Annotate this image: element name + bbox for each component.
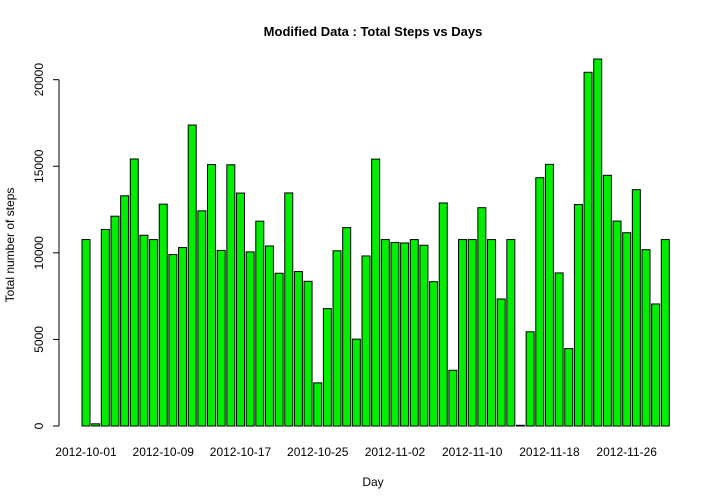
bar bbox=[207, 164, 217, 427]
bar bbox=[554, 272, 564, 427]
bar bbox=[641, 249, 651, 427]
bar bbox=[313, 382, 323, 427]
bar bbox=[371, 158, 381, 427]
x-tick-label: 2012-11-10 bbox=[442, 445, 503, 459]
bar bbox=[564, 348, 574, 427]
bar bbox=[400, 242, 410, 427]
bar bbox=[535, 177, 545, 427]
bar bbox=[332, 250, 342, 427]
bar bbox=[158, 203, 168, 427]
y-tick-label: 5000 bbox=[32, 326, 46, 353]
x-tick-label: 2012-11-02 bbox=[365, 445, 426, 459]
bar bbox=[506, 239, 516, 427]
bar bbox=[593, 58, 603, 427]
bar bbox=[544, 163, 554, 427]
bar bbox=[390, 241, 400, 427]
x-tick-label: 2012-11-18 bbox=[519, 445, 580, 459]
y-axis: 0 5000 10000 15000 20000 bbox=[32, 63, 60, 429]
bar bbox=[525, 331, 535, 427]
bar bbox=[612, 220, 622, 427]
x-tick-label: 2012-11-26 bbox=[596, 445, 657, 459]
bar bbox=[438, 202, 448, 427]
bar bbox=[515, 424, 525, 427]
bar bbox=[487, 239, 497, 427]
bar bbox=[602, 174, 612, 427]
y-tick-label: 0 bbox=[32, 422, 46, 429]
bar bbox=[361, 255, 371, 427]
bar bbox=[264, 245, 274, 427]
x-tick-label: 2012-10-01 bbox=[55, 445, 117, 459]
bar bbox=[322, 308, 332, 427]
bar bbox=[303, 280, 313, 427]
bar bbox=[477, 207, 487, 427]
bar bbox=[660, 239, 670, 427]
bar bbox=[448, 369, 458, 427]
y-axis-label: Total number of steps bbox=[3, 188, 17, 303]
y-tick-label: 10000 bbox=[32, 236, 46, 270]
bar bbox=[197, 210, 207, 427]
x-tick-label: 2012-10-17 bbox=[210, 445, 272, 459]
bar bbox=[149, 239, 159, 427]
bar bbox=[467, 239, 477, 427]
bar bbox=[120, 195, 130, 427]
bar bbox=[178, 247, 188, 427]
bar bbox=[409, 239, 419, 427]
bar bbox=[419, 244, 429, 427]
bar bbox=[380, 239, 390, 427]
bar bbox=[293, 271, 303, 427]
bar bbox=[274, 272, 284, 427]
x-tick-label: 2012-10-09 bbox=[133, 445, 195, 459]
y-tick-label: 15000 bbox=[32, 149, 46, 183]
chart-title: Modified Data : Total Steps vs Days bbox=[264, 24, 483, 39]
bar bbox=[284, 192, 294, 427]
bar bbox=[458, 239, 468, 427]
bar bbox=[216, 249, 226, 427]
bar bbox=[139, 234, 149, 427]
bar bbox=[168, 254, 178, 427]
bar bbox=[351, 338, 361, 427]
bar bbox=[245, 251, 255, 427]
bars bbox=[81, 58, 670, 427]
bar bbox=[429, 281, 439, 427]
bar bbox=[235, 192, 245, 427]
x-tick-label: 2012-10-25 bbox=[287, 445, 349, 459]
bar bbox=[91, 423, 101, 427]
bar bbox=[100, 228, 110, 427]
bar bbox=[342, 227, 352, 427]
bar bbox=[651, 303, 661, 427]
bar bbox=[81, 239, 91, 427]
bar bbox=[187, 124, 197, 427]
bar bbox=[110, 215, 120, 427]
bar bbox=[631, 189, 641, 427]
bar bbox=[255, 220, 265, 427]
bar bbox=[496, 298, 506, 427]
bar bbox=[622, 232, 632, 427]
y-tick-label: 20000 bbox=[32, 63, 46, 97]
x-axis-label: Day bbox=[362, 475, 383, 489]
bar bbox=[129, 158, 139, 427]
bar bbox=[583, 71, 593, 427]
x-axis-ticks: 2012-10-01 2012-10-09 2012-10-17 2012-10-25… bbox=[55, 445, 657, 459]
bar bbox=[573, 204, 583, 427]
bar bbox=[226, 164, 236, 427]
